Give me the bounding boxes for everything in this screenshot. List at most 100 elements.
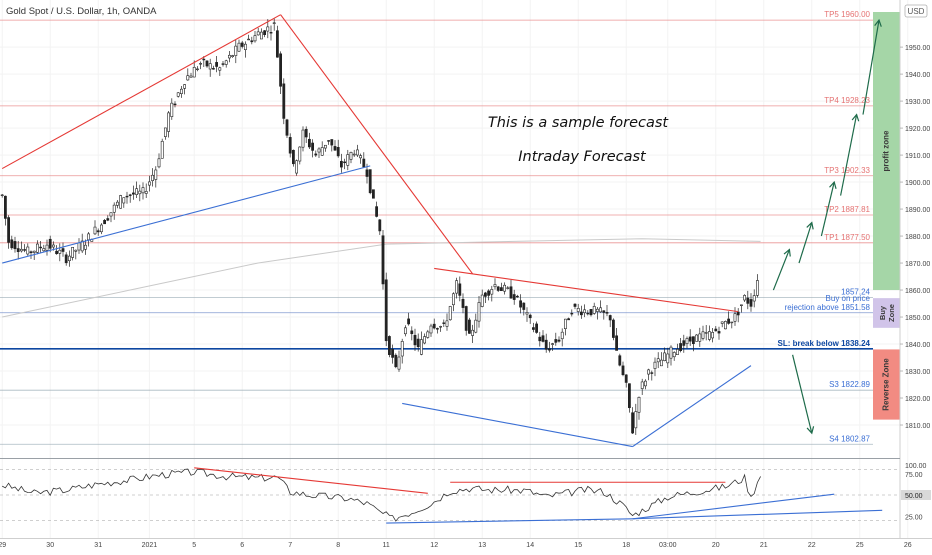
candle-body[interactable] (608, 315, 612, 321)
candle-body[interactable] (451, 293, 455, 306)
candle-body[interactable] (419, 339, 423, 355)
candle-body[interactable] (58, 249, 62, 254)
candle-body[interactable] (42, 248, 46, 252)
candle-body[interactable] (77, 242, 81, 251)
candle-body[interactable] (464, 306, 468, 331)
candle-body[interactable] (295, 160, 299, 174)
candle-body[interactable] (512, 294, 516, 300)
candle-body[interactable] (746, 297, 750, 304)
candle-body[interactable] (218, 67, 222, 71)
candle-body[interactable] (170, 102, 174, 117)
candle-body[interactable] (528, 314, 532, 319)
candle-body[interactable] (224, 60, 228, 65)
candle-body[interactable] (461, 298, 465, 308)
candle-body[interactable] (359, 155, 363, 159)
candle-body[interactable] (61, 248, 65, 252)
candle-body[interactable] (602, 310, 606, 313)
candle-body[interactable] (685, 338, 689, 344)
candle-body[interactable] (435, 328, 439, 330)
candle-body[interactable] (394, 354, 398, 368)
candle-body[interactable] (445, 320, 449, 327)
candle-body[interactable] (288, 137, 292, 154)
candle-body[interactable] (32, 250, 36, 253)
candle-body[interactable] (730, 321, 734, 324)
candle-body[interactable] (442, 322, 446, 324)
candle-body[interactable] (586, 312, 590, 315)
candle-body[interactable] (215, 62, 219, 67)
candle-body[interactable] (343, 161, 347, 164)
candle-body[interactable] (733, 313, 737, 322)
candle-body[interactable] (330, 139, 334, 146)
time-axis[interactable]: 29 30 31 2021 5 6 7 8 11 12 13 14 15 18 03:00 20 21 22 25 2… (0, 538, 932, 550)
candle-body[interactable] (579, 311, 583, 316)
candle-body[interactable] (323, 144, 327, 149)
candle-body[interactable] (112, 204, 116, 213)
candle-body[interactable] (176, 92, 180, 97)
candle-body[interactable] (291, 149, 295, 165)
candle-body[interactable] (381, 235, 385, 285)
candle-body[interactable] (183, 84, 187, 89)
candle-body[interactable] (103, 220, 107, 225)
candle-body[interactable] (522, 302, 526, 310)
candle-body[interactable] (119, 195, 123, 209)
candle-body[interactable] (375, 206, 379, 217)
candle-body[interactable] (346, 154, 350, 166)
candle-body[interactable] (87, 233, 91, 241)
candle-body[interactable] (208, 63, 212, 70)
candle-body[interactable] (253, 35, 257, 42)
candle-body[interactable] (717, 331, 721, 334)
candle-body[interactable] (84, 244, 87, 250)
candle-body[interactable] (29, 251, 33, 254)
candle-body[interactable] (410, 330, 414, 335)
candle-body[interactable] (228, 54, 231, 59)
candle-body[interactable] (647, 369, 651, 375)
candle-body[interactable] (455, 280, 459, 294)
candle-body[interactable] (279, 53, 283, 87)
candle-body[interactable] (429, 325, 433, 334)
candle-body[interactable] (196, 68, 199, 71)
candle-body[interactable] (55, 250, 59, 255)
candle-body[interactable] (448, 306, 452, 321)
candle-body[interactable] (19, 248, 23, 252)
candle-body[interactable] (317, 148, 321, 153)
candle-body[interactable] (189, 75, 193, 78)
candle-body[interactable] (116, 201, 119, 206)
candle-body[interactable] (333, 146, 337, 151)
candle-body[interactable] (212, 68, 215, 70)
candle-body[interactable] (45, 244, 49, 251)
candle-body[interactable] (355, 149, 359, 156)
candle-body[interactable] (282, 83, 286, 119)
candle-body[interactable] (151, 174, 155, 181)
candle-body[interactable] (480, 294, 484, 307)
candle-body[interactable] (439, 326, 443, 328)
candle-body[interactable] (64, 254, 68, 264)
candle-body[interactable] (16, 248, 20, 253)
candle-body[interactable] (234, 45, 238, 56)
candle-body[interactable] (327, 140, 331, 142)
candle-body[interactable] (365, 169, 369, 177)
candle-body[interactable] (621, 365, 625, 376)
candle-body[interactable] (573, 303, 577, 307)
candle-body[interactable] (336, 147, 340, 157)
candle-body[interactable] (531, 327, 535, 330)
candle-body[interactable] (541, 335, 545, 342)
candle-body[interactable] (432, 323, 436, 329)
candle-body[interactable] (221, 63, 225, 65)
candle-body[interactable] (704, 332, 708, 334)
candle-body[interactable] (244, 43, 247, 50)
candle-body[interactable] (186, 75, 190, 81)
candle-body[interactable] (51, 244, 55, 248)
candle-body[interactable] (723, 321, 727, 330)
candle-body[interactable] (167, 112, 171, 132)
candle-body[interactable] (650, 372, 654, 374)
candle-body[interactable] (10, 239, 14, 249)
candle-body[interactable] (349, 152, 353, 160)
candle-body[interactable] (672, 352, 676, 358)
candle-body[interactable] (615, 335, 619, 351)
candle-body[interactable] (663, 352, 667, 361)
candle-body[interactable] (695, 334, 699, 342)
candle-body[interactable] (515, 295, 519, 298)
candle-body[interactable] (391, 349, 395, 358)
candle-body[interactable] (477, 302, 481, 322)
